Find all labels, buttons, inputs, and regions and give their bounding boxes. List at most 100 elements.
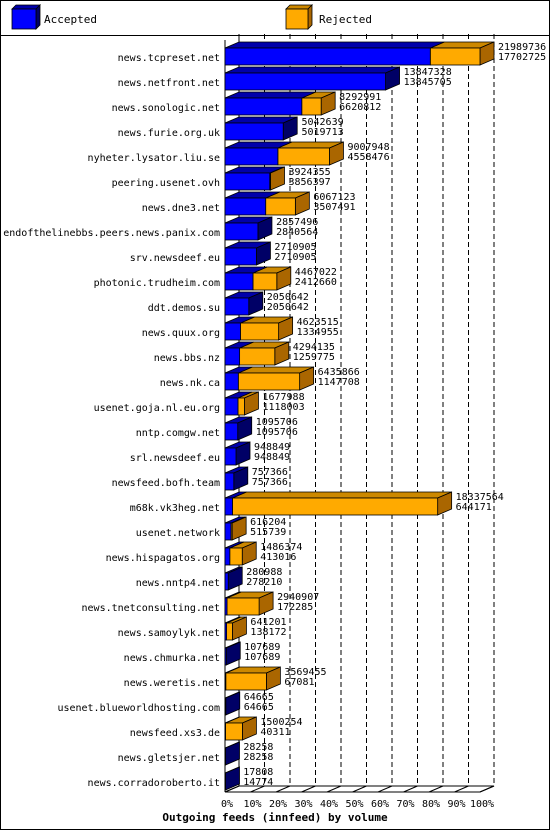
bar-accepted-top [224,91,316,99]
value-label-accepted: 2412660 [295,277,337,288]
bar-rejected [239,347,276,366]
legend-rejected-label: Rejected [319,13,372,26]
value-label-accepted: 28258 [243,752,273,763]
category-label: news.furie.org.uk [118,128,220,139]
bar-accepted [224,722,226,741]
plot-area: 0% 10% 20% 30% 40% 50% 60% 70% 80% 90% 100% news.tc… [3,34,546,810]
bar-rejected [252,272,278,291]
floor-tick-line [224,785,240,793]
category-label: usenet.goja.nl.eu.org [94,403,220,414]
floor-tick-line [428,785,444,793]
category-label: news.chmurka.net [124,653,220,664]
x-tick-label: 30% [294,799,312,810]
category-label: srv.newsdeef.eu [130,253,220,264]
floor-tick-line [479,785,495,793]
category-label: photonic.trudheim.com [94,278,220,289]
legend-accepted-swatch [11,8,37,30]
value-label-total: 17808 [243,767,273,778]
bar-accepted [224,572,229,591]
legend-rejected-swatch-side [307,4,313,30]
floor-tick-line [403,785,418,793]
value-label-total: 1486374 [260,542,302,553]
value-label-accepted: 1259775 [293,352,335,363]
value-label-total: 948849 [254,442,290,453]
bar-rejected [232,497,439,516]
x-tick-label: 0% [221,799,233,810]
x-tick-label: 80% [422,799,440,810]
bar-accepted [224,72,386,91]
value-label-accepted: 138172 [250,627,286,638]
bar-accepted [224,497,233,516]
bar-accepted [224,97,303,116]
x-tick-label: 20% [269,799,287,810]
value-label-total: 1677988 [262,392,304,403]
value-label-accepted: 278210 [246,577,282,588]
bar-accepted [224,347,241,366]
bar-accepted [224,697,227,716]
value-label-accepted: 3507491 [313,202,355,213]
bar-accepted [224,247,257,266]
bar-rejected [301,97,322,116]
category-label: news.tnetconsulting.net [82,603,220,614]
value-label-accepted: 1147708 [318,377,360,388]
bar-accepted [224,322,241,341]
category-label: news.dne3.net [142,203,220,214]
value-label-accepted: 2840564 [276,227,318,238]
bar-accepted [224,747,226,766]
floor-tick-line [301,785,316,793]
value-label-accepted: 6620812 [339,102,381,113]
value-label-total: 2710905 [274,242,316,253]
bar-accepted [224,372,239,391]
bar-rejected [265,197,296,216]
value-label-total: 9007948 [347,142,389,153]
legend-rejected-swatch [285,8,309,30]
floor-tick-line [352,785,367,793]
floor-tick-line [377,785,393,793]
value-label-accepted: 1095706 [256,427,298,438]
bar-accepted [224,472,235,491]
value-label-accepted: 1118003 [262,402,304,413]
bar-accepted [224,47,431,66]
value-label-total: 757366 [252,467,288,478]
value-label-accepted: 644171 [456,502,492,513]
bar-accepted [224,147,279,166]
category-label: endofthelinebbs.peers.news.panix.com [3,228,220,239]
category-label: peering.usenet.ovh [112,178,220,189]
bar-accepted [224,272,254,291]
category-label: m68k.vk3heg.net [130,503,220,514]
bar-accepted [224,172,271,191]
legend-accepted-swatch-top [11,4,41,10]
value-label-accepted: 172285 [277,602,313,613]
x-tick-label: 60% [371,799,389,810]
value-label-total: 8292991 [339,92,381,103]
category-label: usenet.network [136,528,220,539]
category-label: newsfeed.xs3.de [130,728,220,739]
legend-accepted-swatch-side [35,4,41,30]
bar-accepted [224,622,228,641]
category-label: srl.newsdeef.eu [130,453,220,464]
category-label: news.samoylyk.net [118,628,220,639]
value-label-accepted: 13845705 [404,77,452,88]
floor-tick-line [326,785,342,793]
value-label-total: 2857496 [276,217,318,228]
category-label: news.corradoroberto.it [88,778,220,789]
value-label-accepted: 64665 [244,702,274,713]
x-tick-label: 50% [345,799,363,810]
value-label-total: 1095706 [256,417,298,428]
floor-tick-line [275,785,291,793]
category-label: news.sonologic.net [112,103,220,114]
value-label-accepted: 1334955 [297,327,339,338]
category-label: nyheter.lysator.liu.se [88,153,220,164]
bar-accepted-top [224,41,445,49]
value-label-accepted: 757366 [252,477,288,488]
legend-accepted: Accepted [11,4,97,30]
value-label-total: 1500254 [260,717,302,728]
category-label: news.netfront.net [118,78,220,89]
bar-rejected [429,47,481,66]
category-label: news.tcpreset.net [118,53,220,64]
value-label-accepted: 4558476 [347,152,389,163]
legend-rejected: Rejected [285,4,372,30]
bar-rejected [225,672,267,691]
bar-accepted [224,397,239,416]
